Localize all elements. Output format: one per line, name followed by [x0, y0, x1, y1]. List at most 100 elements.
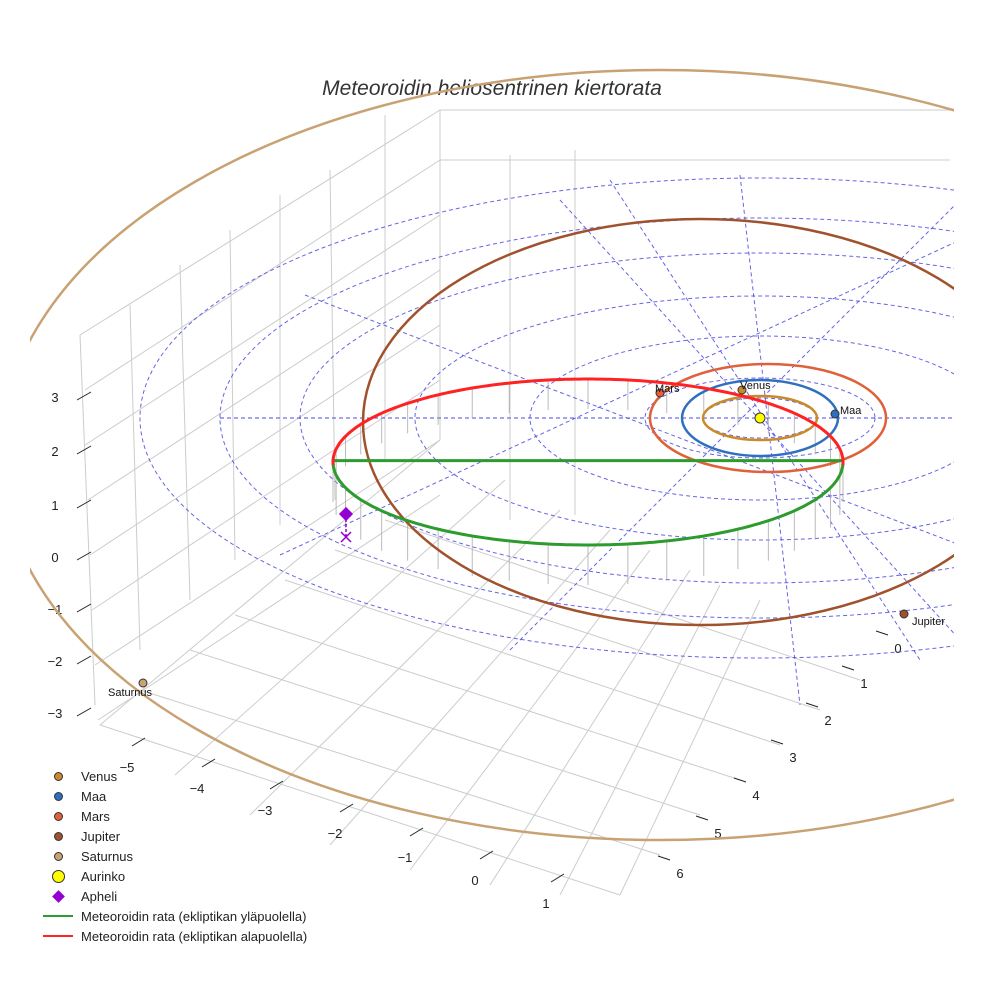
legend-symbol	[40, 846, 76, 866]
saturn-orbit	[30, 68, 954, 842]
sun-marker	[754, 412, 766, 424]
box-grid-line	[229, 229, 236, 561]
legend-dot	[53, 811, 63, 821]
box-grid-line	[84, 159, 441, 391]
x-tick-mark	[479, 850, 494, 860]
aphelion-marker	[338, 506, 354, 522]
box-grid-line	[179, 264, 191, 601]
legend-item[interactable]: Apheli	[40, 886, 307, 906]
legend-symbol	[40, 786, 76, 806]
legend-diamond	[51, 889, 65, 903]
legend-item[interactable]: Jupiter	[40, 826, 307, 846]
box-grid-line	[91, 379, 441, 611]
legend-symbol	[40, 926, 76, 946]
y-tick-mark	[770, 739, 784, 745]
y-tick-label: 5	[714, 826, 721, 841]
legend-label: Venus	[81, 768, 118, 784]
legend-dot	[53, 831, 63, 841]
markers: Venus Maa Mars Jupiter Saturnus	[108, 380, 945, 699]
y-tick-mark	[695, 815, 709, 821]
legend-label: Maa	[81, 788, 107, 804]
z-tick-mark	[76, 391, 92, 401]
y-tick-label: 1	[860, 676, 867, 691]
venus-label: Venus	[740, 380, 771, 392]
ecliptic-spoke	[609, 179, 921, 661]
meteoroid-orbit	[331, 377, 845, 547]
z-tick-mark	[76, 707, 92, 717]
ecliptic-spoke	[509, 205, 954, 651]
ecliptic-ring	[139, 177, 954, 659]
z-tick-label: 2	[51, 444, 58, 459]
box-grid-line	[234, 614, 741, 781]
box-grid-line	[329, 529, 611, 846]
x-tick-label: −1	[398, 850, 413, 865]
box-grid-line	[284, 579, 781, 746]
x-tick-mark	[339, 803, 354, 813]
x-tick-label: −2	[328, 826, 343, 841]
box-grid-line	[174, 479, 506, 776]
venus-orbit	[701, 394, 819, 442]
y-tick-label: 2	[824, 713, 831, 728]
z-tick-label: −3	[48, 706, 63, 721]
legend-dot	[53, 791, 63, 801]
legend-item[interactable]: Mars	[40, 806, 307, 826]
y-tick-label: 3	[789, 750, 796, 765]
legend-label: Jupiter	[81, 828, 121, 844]
ecliptic-spoke	[304, 294, 954, 544]
mars-marker	[655, 388, 665, 398]
box-grid-line	[329, 169, 336, 501]
y-tick-label: 4	[752, 788, 759, 803]
legend-item[interactable]: Meteoroidin rata (ekliptikan alapuolella…	[40, 926, 307, 946]
box-grid-line	[619, 599, 761, 896]
z-tick-mark	[76, 499, 92, 509]
legend-item[interactable]: Saturnus	[40, 846, 307, 866]
y-tick-mark	[657, 855, 671, 861]
legend-dot	[53, 851, 63, 861]
legend-symbol	[40, 826, 76, 846]
earth-orbit	[680, 378, 840, 458]
box-grid-line	[384, 519, 861, 681]
x-tick-label: −3	[258, 803, 273, 818]
z-tick-mark	[76, 445, 92, 455]
jupiter-label: Jupiter	[912, 616, 945, 628]
z-tick-mark	[76, 551, 92, 561]
legend-item[interactable]: Venus	[40, 766, 307, 786]
box-grid-line	[409, 549, 651, 871]
box-grid-line	[79, 109, 441, 336]
mars-label: Mars	[655, 383, 680, 395]
legend-symbol	[40, 766, 76, 786]
saturn-label: Saturnus	[108, 687, 153, 699]
legend-label: Aurinko	[81, 868, 126, 884]
legend-symbol	[40, 906, 76, 926]
legend-label: Apheli	[81, 888, 118, 904]
x-tick-mark	[550, 873, 565, 883]
x-tick-label: −4	[190, 781, 205, 796]
y-tick-mark	[733, 777, 747, 783]
legend-item[interactable]: Aurinko	[40, 866, 307, 886]
y-tick-mark	[841, 665, 855, 671]
chart-title: Meteoroidin heliosentrinen kiertorata	[322, 77, 662, 100]
jupiter-marker	[899, 609, 909, 619]
aphelion-projection-marker	[340, 531, 352, 543]
box-grid-line	[94, 439, 441, 666]
box-grid-line	[139, 689, 661, 856]
z-tick-mark	[76, 603, 92, 613]
legend-label: Saturnus	[81, 848, 134, 864]
orbit-below-ecliptic	[331, 377, 845, 466]
saturn-marker	[138, 678, 148, 688]
earth-label: Maa	[840, 405, 862, 417]
box-grid-line	[89, 324, 441, 556]
ecliptic-spoke	[279, 242, 954, 556]
x-tick-label: 1	[542, 896, 549, 911]
z-tick-mark	[76, 655, 92, 665]
box-grid-line	[79, 334, 96, 706]
box-grid-line	[129, 304, 141, 651]
x-tick-label: 0	[471, 873, 478, 888]
legend-item[interactable]: Maa	[40, 786, 307, 806]
legend: Venus Maa Mars Jupiter Saturnus Aurinko Apheli…	[40, 766, 307, 946]
box-grid-line	[249, 509, 561, 816]
legend-line	[43, 915, 73, 917]
legend-item[interactable]: Meteoroidin rata (ekliptikan yläpuolella…	[40, 906, 307, 926]
